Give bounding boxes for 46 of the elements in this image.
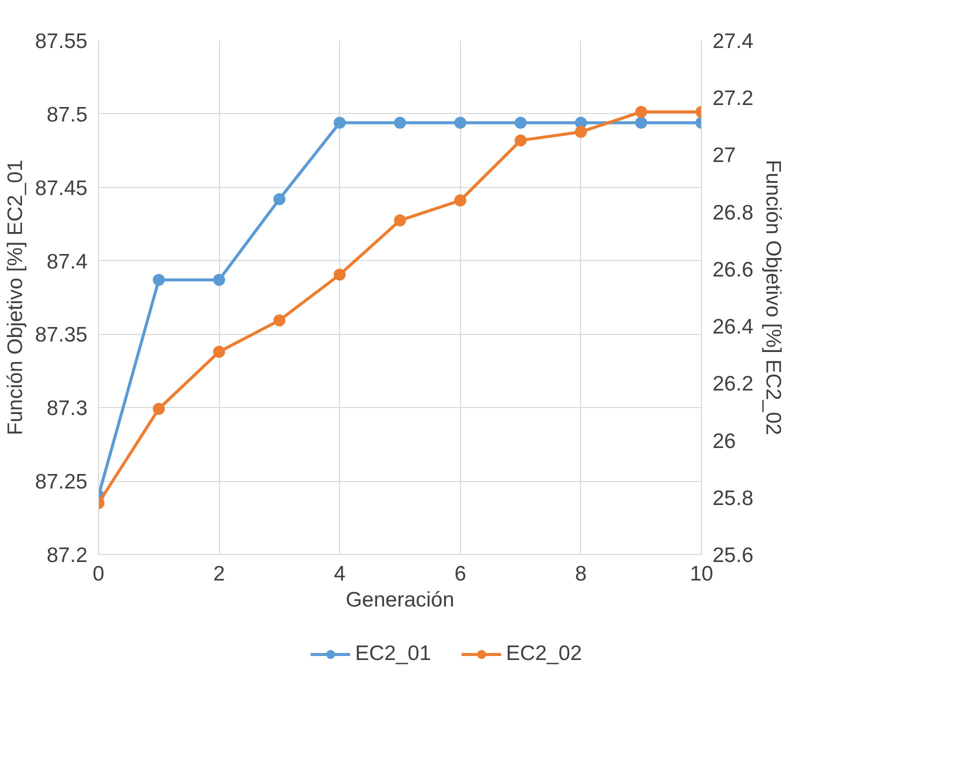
point: [514, 116, 527, 129]
x-tick-label: 10: [690, 562, 714, 586]
y2-tick-label: 27: [712, 144, 736, 168]
point: [394, 116, 406, 129]
point: [273, 193, 286, 206]
y2-tick-label: 26.8: [712, 201, 754, 224]
point: [152, 274, 165, 286]
point: [635, 106, 648, 118]
y2-tick-label: 25.6: [712, 544, 754, 567]
x-tick-label: 2: [213, 562, 225, 586]
y-tick-label: 87.35: [34, 324, 88, 347]
y-tick-label: 87.5: [46, 103, 88, 126]
point: [213, 274, 226, 286]
y-tick-label: 87.25: [34, 470, 88, 494]
y-tick-label: 87.4: [46, 250, 88, 274]
legend-label: EC2_02: [506, 642, 582, 666]
point: [334, 116, 346, 129]
x-tick-label: 6: [454, 562, 466, 586]
point: [394, 214, 406, 226]
y2-tick-label: 26.6: [712, 258, 754, 282]
legend-label: EC2_01: [355, 642, 431, 666]
y-tick-label: 87.2: [46, 544, 88, 567]
x-tick-label: 4: [334, 562, 346, 586]
y2-axis-title: Función Objetivo [%] EC2_02: [761, 160, 784, 436]
y-tick-label: 87.55: [34, 30, 88, 53]
y2-tick-label: 25.8: [712, 486, 754, 510]
point: [514, 134, 527, 146]
x-axis-title: Generación: [346, 588, 454, 612]
point: [213, 346, 226, 358]
point: [454, 116, 466, 129]
y2-tick-label: 26.4: [712, 316, 754, 339]
x-tick-label: 0: [92, 562, 104, 586]
point: [334, 268, 346, 281]
point: [635, 116, 648, 129]
y2-tick-label: 26.2: [712, 372, 754, 396]
y2-tick-label: 27.2: [712, 87, 754, 110]
y-tick-label: 87.3: [46, 397, 88, 420]
x-tick-label: 8: [575, 562, 587, 586]
point: [574, 126, 587, 138]
point: [152, 402, 165, 415]
y2-tick-label: 26: [712, 430, 736, 453]
y2-tick-label: 27.4: [712, 30, 754, 53]
point: [454, 194, 466, 206]
y-axis-title: Función Objetivo [%] EC2_01: [4, 160, 27, 436]
point: [273, 314, 286, 326]
y-tick-label: 87.45: [34, 176, 88, 200]
